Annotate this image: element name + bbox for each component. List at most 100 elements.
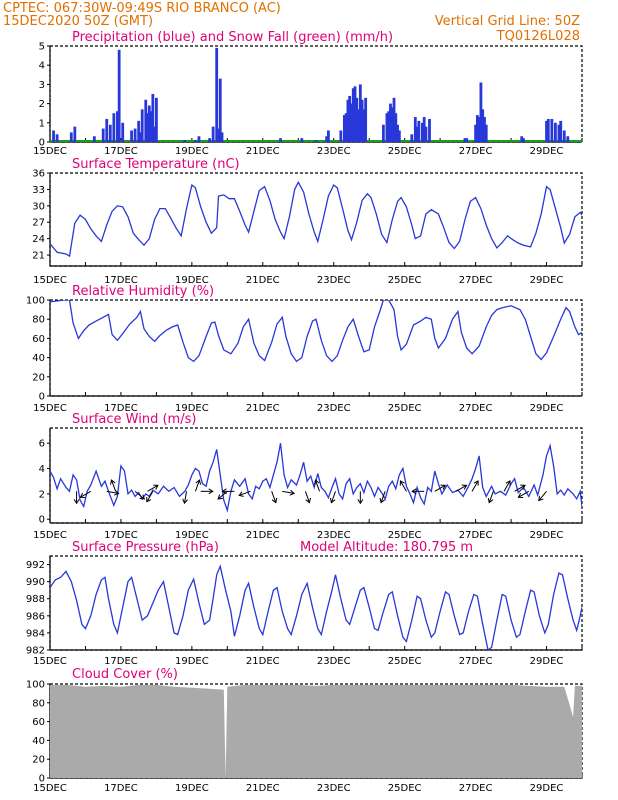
y-tick-label: 3 <box>39 80 45 91</box>
precip-bar <box>133 128 137 142</box>
precip-bar <box>339 130 343 142</box>
precip-bar <box>346 99 350 142</box>
precip-bar <box>385 113 389 142</box>
plot-area <box>50 180 582 258</box>
wind-arrow-head <box>271 497 278 504</box>
y-tick-label: 60 <box>32 717 45 728</box>
wind-arrow <box>538 491 547 501</box>
precip-bar <box>484 124 488 142</box>
precip-bar <box>73 126 77 142</box>
y-tick-label: 20 <box>32 755 45 766</box>
wind-arrow <box>330 491 336 503</box>
wind-arrow-head <box>487 497 494 504</box>
x-tick-label: 27DEC <box>459 530 493 541</box>
y-tick-label: 27 <box>32 218 45 229</box>
y-tick-label: 21 <box>32 251 45 262</box>
wind-arrow-head <box>153 484 159 490</box>
precip-bar <box>474 124 477 142</box>
y-tick-label: 990 <box>26 577 45 588</box>
precip-bar <box>155 97 158 142</box>
precip-bar <box>215 47 219 142</box>
precip-bar <box>479 82 483 142</box>
precip-bar <box>101 128 105 142</box>
wind-arrow-head <box>139 494 146 500</box>
wind-arrow <box>304 491 310 503</box>
x-tick-label: 23DEC <box>317 783 351 794</box>
x-tick-label: 29DEC <box>530 783 564 794</box>
wind-arrow <box>183 491 188 504</box>
x-tick-label: 15DEC <box>33 530 67 541</box>
x-tick-label: 15DEC <box>33 783 67 794</box>
y-tick-label: 988 <box>26 594 45 605</box>
x-tick-label: 27DEC <box>459 275 493 286</box>
wind-arrow-head <box>217 494 223 500</box>
precip-bar <box>279 138 282 142</box>
plot-frame <box>49 172 583 267</box>
precip-bar <box>108 124 112 142</box>
precip-bar <box>342 115 346 142</box>
precip-bar <box>314 140 318 142</box>
y-tick-label: 4 <box>39 61 45 72</box>
precip-bar <box>428 118 431 142</box>
precip-bar <box>112 113 116 142</box>
series-line <box>50 300 582 363</box>
precip-bar <box>396 124 399 142</box>
x-tick-label: 15DEC <box>33 146 67 157</box>
y-tick-label: 24 <box>32 234 45 245</box>
precip-bar <box>413 117 417 142</box>
precip-bar <box>415 126 419 142</box>
precip-bar <box>92 136 96 142</box>
wind-arrow-head <box>146 496 152 503</box>
y-tick-label: 20 <box>32 372 45 383</box>
x-tick-label: 19DEC <box>175 783 209 794</box>
precip-bar <box>121 122 125 142</box>
precip-bar <box>357 109 360 142</box>
x-tick-label: 15DEC <box>33 403 67 414</box>
wind-arrow-head <box>399 480 405 486</box>
y-tick-label: 0 <box>39 774 45 785</box>
precip-bar <box>410 134 414 142</box>
plot-area <box>50 300 582 363</box>
wind-arrow <box>314 479 321 492</box>
wind-arrow-head <box>379 497 386 504</box>
y-tick-label: 40 <box>32 736 45 747</box>
cloud-area <box>50 684 582 778</box>
x-tick-label: 25DEC <box>388 530 422 541</box>
x-tick-label: 25DEC <box>388 403 422 414</box>
precip-bar <box>137 120 141 142</box>
panel-subtitle: Model Altitude: 180.795 m <box>300 540 473 555</box>
wind-arrow-head <box>208 488 214 495</box>
wind-arrow <box>134 490 145 500</box>
precip-bar <box>557 124 561 142</box>
precip-bar <box>149 111 153 142</box>
wind-arrow <box>238 490 251 496</box>
header-location: CPTEC: 067:30W-09:49S RIO BRANCO (AC) <box>3 1 281 16</box>
wind-arrow-head <box>305 497 311 504</box>
precip-bar <box>220 132 224 142</box>
precip-bar <box>344 113 348 142</box>
x-tick-label: 29DEC <box>530 656 564 667</box>
wind-arrow-head <box>221 488 227 495</box>
wind-arrow-head <box>114 489 120 496</box>
wind-arrow-head <box>110 479 116 485</box>
x-tick-label: 21DEC <box>246 403 280 414</box>
x-tick-label: 23DEC <box>317 656 351 667</box>
precip-bar <box>546 118 550 142</box>
wind-arrow <box>217 490 228 500</box>
panel-title: Surface Wind (m/s) <box>72 412 196 427</box>
wind-arrow-head <box>313 479 320 485</box>
series-line <box>50 443 582 513</box>
x-tick-label: 15DEC <box>33 656 67 667</box>
x-tick-label: 25DEC <box>388 656 422 667</box>
x-tick-label: 17DEC <box>104 403 138 414</box>
wind-arrow <box>471 480 479 492</box>
precip-bar <box>208 138 211 142</box>
x-tick-label: 23DEC <box>317 530 351 541</box>
panel-6: Cloud Cover (%) 0 20 40 60 80 100 15DEC 17DEC 19D… <box>26 667 583 794</box>
precip-bar <box>355 97 359 142</box>
precip-bar <box>360 99 364 142</box>
y-tick-label: 4 <box>39 464 45 475</box>
precip-bar <box>117 49 121 142</box>
wind-arrow-head <box>238 491 244 497</box>
series-line <box>50 564 582 650</box>
